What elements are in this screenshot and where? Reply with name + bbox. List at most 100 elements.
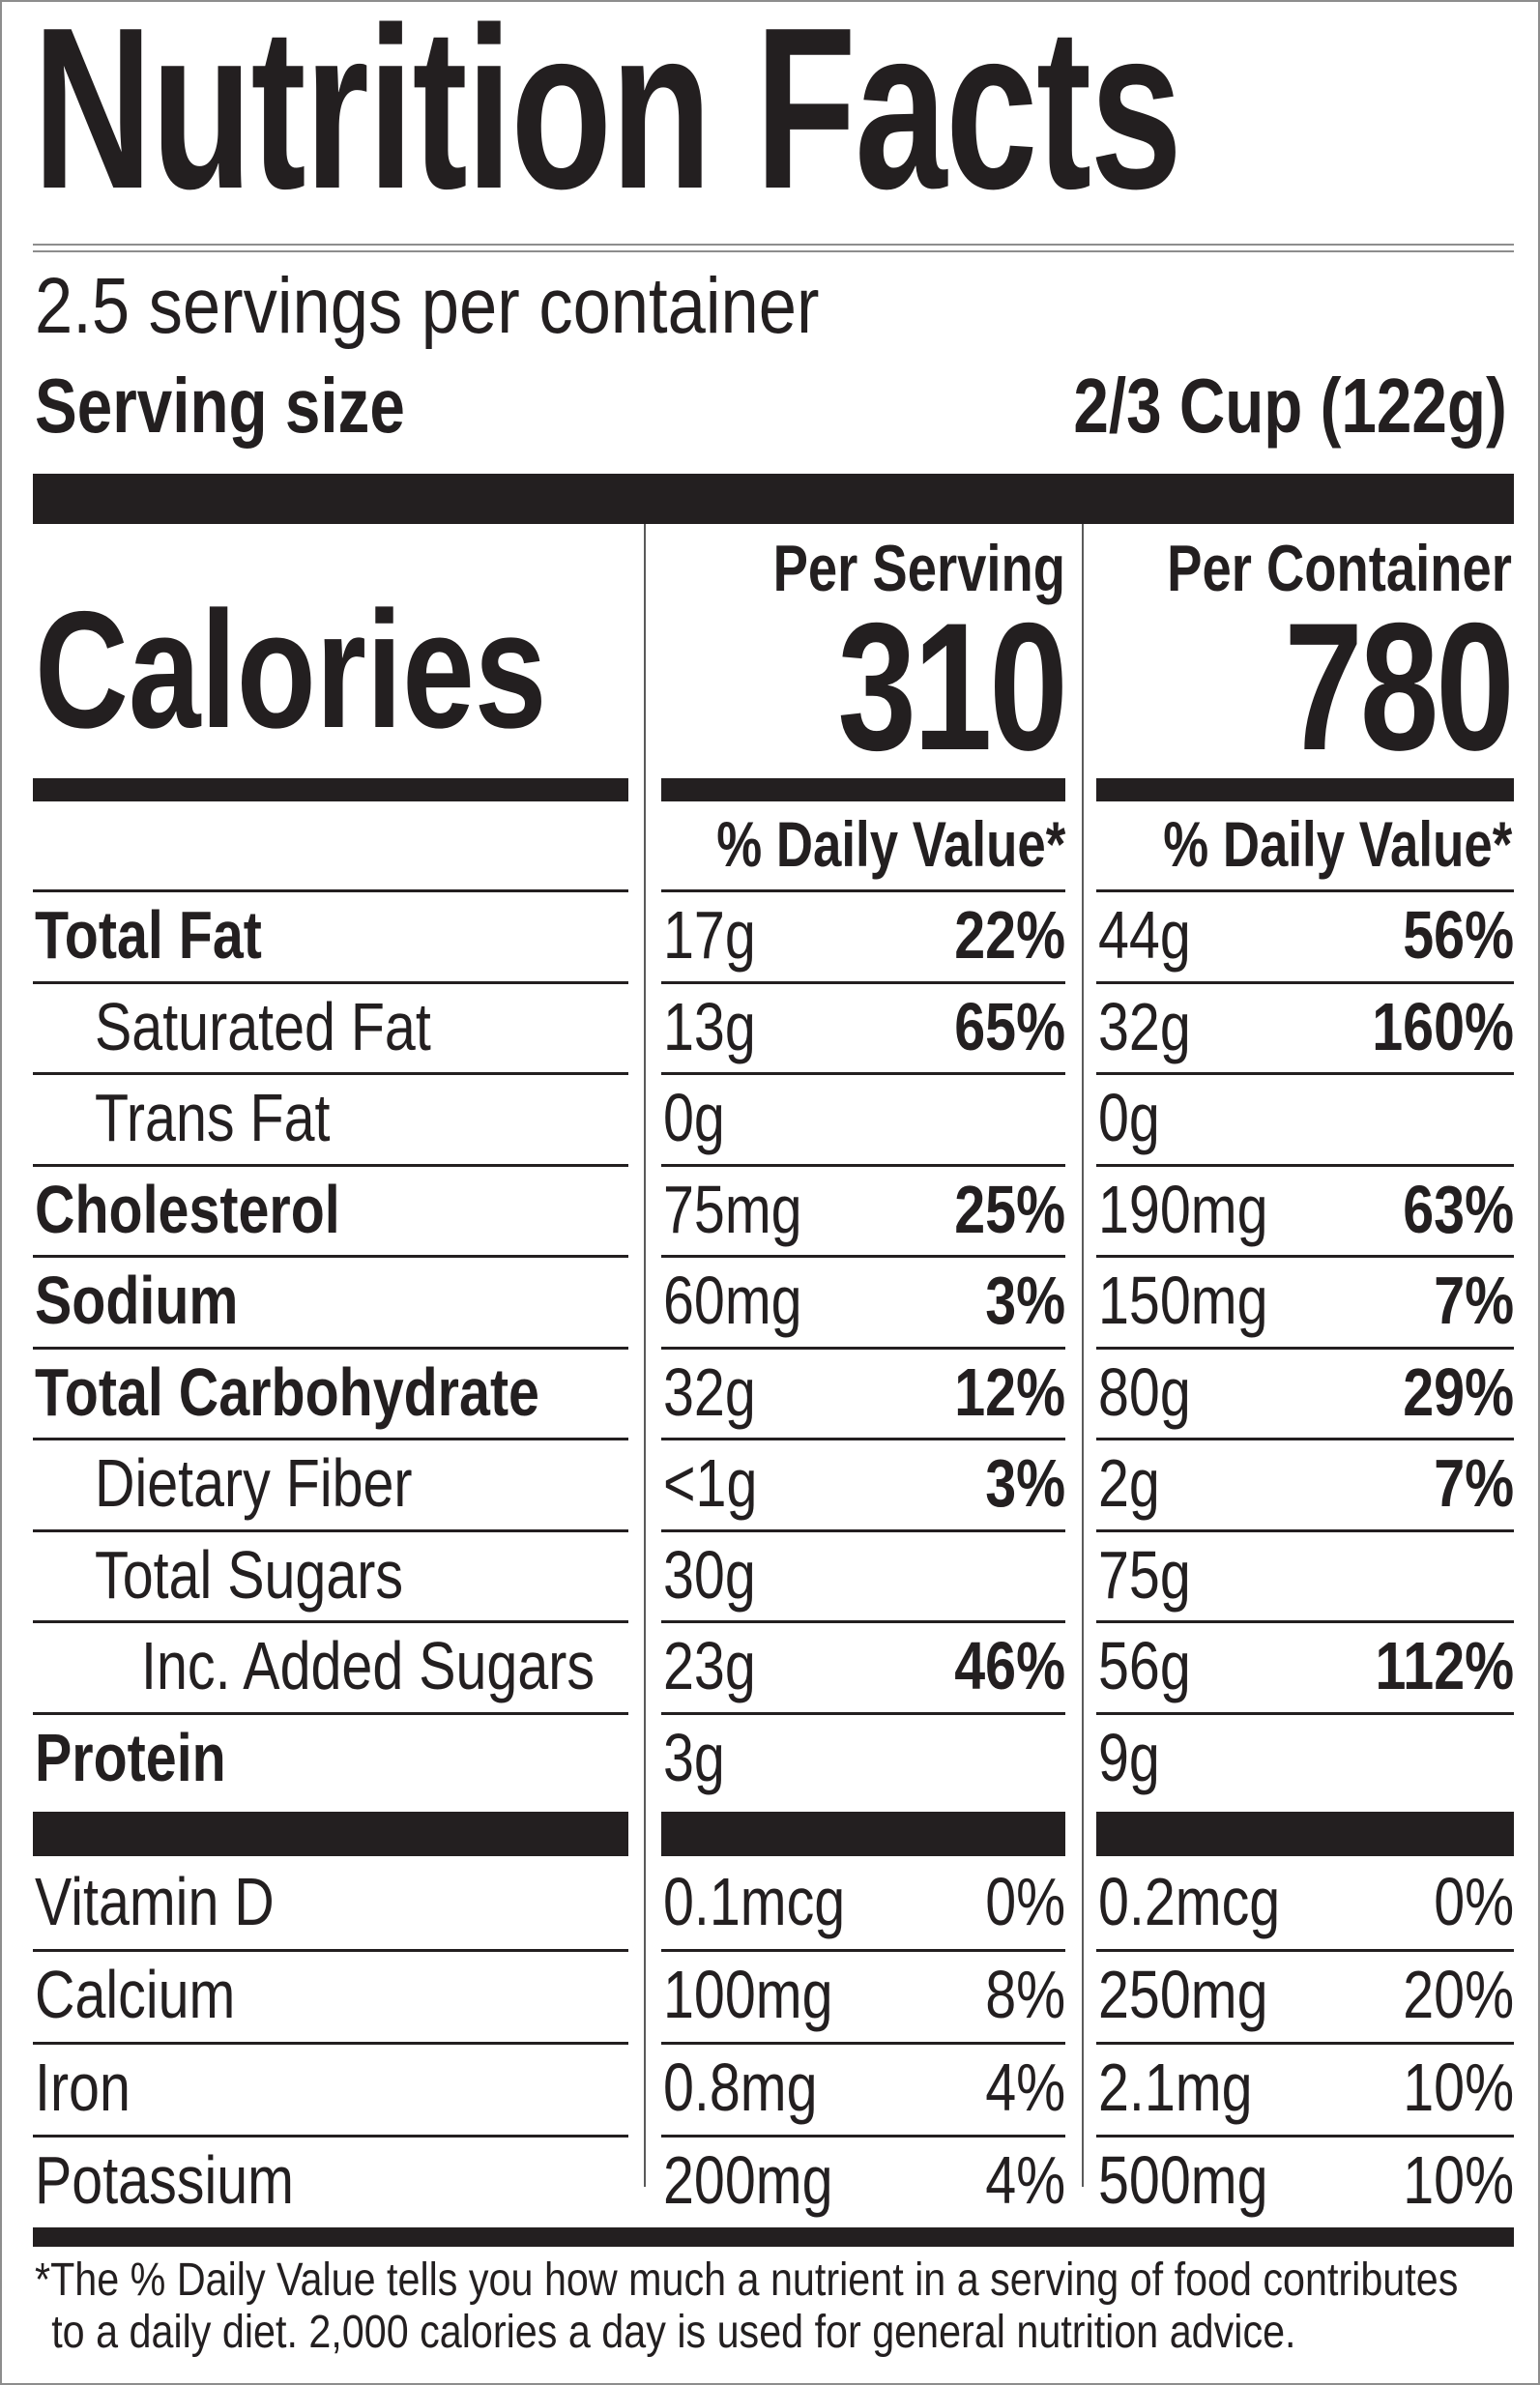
serving-dv: 12% — [954, 1353, 1065, 1430]
vitamin-row: Calcium 100mg 8% 250mg 20% — [2, 1949, 1540, 2042]
footnote-line-1: *The % Daily Value tells you how much a … — [35, 2254, 1459, 2306]
container-dv: 10% — [1403, 2050, 1514, 2125]
row-rule-serving — [661, 1949, 1065, 1952]
serving-amount: 100mg — [663, 1957, 833, 2032]
row-rule-left — [33, 1163, 628, 1167]
serving-dv: 22% — [954, 897, 1065, 973]
serving-dv-cell — [661, 1084, 1065, 1161]
row-rule-left — [33, 2135, 628, 2138]
serving-dv: 3% — [985, 1263, 1065, 1338]
container-amount: 500mg — [1098, 2142, 1268, 2218]
row-rule-container — [1096, 2042, 1514, 2045]
per-serving-header: Per Serving — [772, 532, 1065, 605]
serving-amount: 0g — [663, 1080, 725, 1155]
vitamin-name: Vitamin D — [35, 1864, 275, 1939]
vitamin-bar-left — [33, 1812, 628, 1856]
row-rule-serving — [661, 1072, 1065, 1075]
row-rule-left — [33, 1255, 628, 1258]
serving-dv: 8% — [985, 1957, 1065, 2032]
calories-bar-container — [1096, 778, 1514, 801]
row-rule-container — [1096, 1163, 1514, 1167]
container-dv: 112% — [1375, 1628, 1514, 1703]
serving-dv-cell: 12% — [661, 1358, 1065, 1436]
serving-dv-cell: 0% — [661, 1868, 1065, 1945]
vitamin-row: Vitamin D 0.1mcg 0% 0.2mcg 0% — [2, 1856, 1540, 1949]
nutrient-row: Saturated Fat 13g 65% 32g 160% — [2, 980, 1540, 1073]
container-dv-cell: 7% — [1096, 1449, 1514, 1527]
per-serving-header-cell: Per Serving — [661, 536, 1065, 605]
serving-amount: 75mg — [663, 1171, 802, 1247]
vitamin-bar-serving — [661, 1812, 1065, 1856]
container-dv-cell: 10% — [1096, 2053, 1514, 2131]
vitamin-name: Calcium — [35, 1957, 236, 2032]
dv-header-container: % Daily Value* — [1163, 808, 1512, 880]
row-rule-serving — [661, 1620, 1065, 1623]
container-amount: 32g — [1098, 988, 1191, 1064]
container-dv-cell: 10% — [1096, 2146, 1514, 2224]
servings-per-container: 2.5 servings per container — [35, 262, 820, 350]
calories-per-container-cell: 780 — [1096, 596, 1515, 777]
container-dv-cell — [1096, 1541, 1514, 1618]
per-container-header-cell: Per Container — [1096, 536, 1512, 605]
container-amount: 2.1mg — [1098, 2050, 1253, 2125]
nutrient-name: Protein — [35, 1719, 226, 1795]
nutrient-name: Cholesterol — [35, 1171, 340, 1247]
footnote: *The % Daily Value tells you how much a … — [35, 2254, 1458, 2359]
row-rule-container — [1096, 1346, 1514, 1350]
row-rule-serving — [661, 1528, 1065, 1532]
container-dv: 7% — [1434, 1445, 1514, 1521]
serving-dv-cell: 3% — [661, 1449, 1065, 1527]
row-rule-container — [1096, 2135, 1514, 2138]
serving-amount: 17g — [663, 897, 756, 973]
row-rule-left — [33, 1072, 628, 1075]
row-rule-left — [33, 2042, 628, 2045]
column-divider-2 — [1082, 524, 1084, 2187]
nutrient-name: Total Fat — [35, 897, 262, 973]
row-rule-container — [1096, 1620, 1514, 1623]
per-container-header: Per Container — [1167, 532, 1512, 605]
row-rule-container — [1096, 1072, 1514, 1075]
container-dv: 56% — [1403, 897, 1514, 973]
serving-dv: 46% — [954, 1628, 1065, 1703]
dv-header-serving: % Daily Value* — [716, 808, 1065, 880]
calories-bar-serving — [661, 778, 1065, 801]
container-amount: 75g — [1098, 1536, 1191, 1613]
serving-dv: 3% — [985, 1445, 1065, 1521]
container-dv: 10% — [1403, 2142, 1514, 2218]
vitamin-name: Iron — [35, 2050, 131, 2125]
nutrient-name: Dietary Fiber — [95, 1445, 413, 1521]
container-dv-cell: 29% — [1096, 1358, 1514, 1436]
row-rule-serving — [661, 2042, 1065, 2045]
nutrient-name: Saturated Fat — [95, 988, 431, 1064]
nutrient-row: Protein 3g 9g — [2, 1711, 1540, 1804]
container-dv: 7% — [1434, 1263, 1514, 1338]
serving-dv-cell: 65% — [661, 993, 1065, 1070]
container-dv: 0% — [1434, 1864, 1514, 1939]
serving-size-label: Serving size — [35, 363, 405, 449]
serving-dv: 4% — [985, 2142, 1065, 2218]
container-dv-cell: 7% — [1096, 1266, 1514, 1344]
serving-amount: 32g — [663, 1353, 756, 1430]
row-rule-left — [33, 1620, 628, 1623]
row-rule-serving — [661, 1711, 1065, 1715]
container-dv-cell: 112% — [1096, 1632, 1514, 1709]
container-dv-cell: 63% — [1096, 1176, 1514, 1253]
row-rule-left — [33, 1711, 628, 1715]
container-dv-cell — [1096, 1724, 1514, 1801]
nutrient-row: Dietary Fiber <1g 3% 2g 7% — [2, 1438, 1540, 1529]
title-divider — [33, 244, 1514, 246]
serving-amount: 13g — [663, 988, 756, 1064]
dv-header-container-cell: % Daily Value* — [1096, 812, 1512, 880]
container-dv: 63% — [1403, 1171, 1514, 1247]
vitamin-row: Potassium 200mg 4% 500mg 10% — [2, 2135, 1540, 2227]
nutrient-row: Total Sugars 30g 75g — [2, 1528, 1540, 1621]
serving-amount: 30g — [663, 1536, 756, 1613]
row-rule-left — [33, 1528, 628, 1532]
row-rule-container — [1096, 980, 1514, 984]
container-amount: 44g — [1098, 897, 1191, 973]
row-rule-left — [33, 1949, 628, 1952]
serving-dv-cell — [661, 1724, 1065, 1801]
calories-bar-left — [33, 778, 628, 801]
row-rule-serving — [661, 980, 1065, 984]
row-rule-container — [1096, 1528, 1514, 1532]
